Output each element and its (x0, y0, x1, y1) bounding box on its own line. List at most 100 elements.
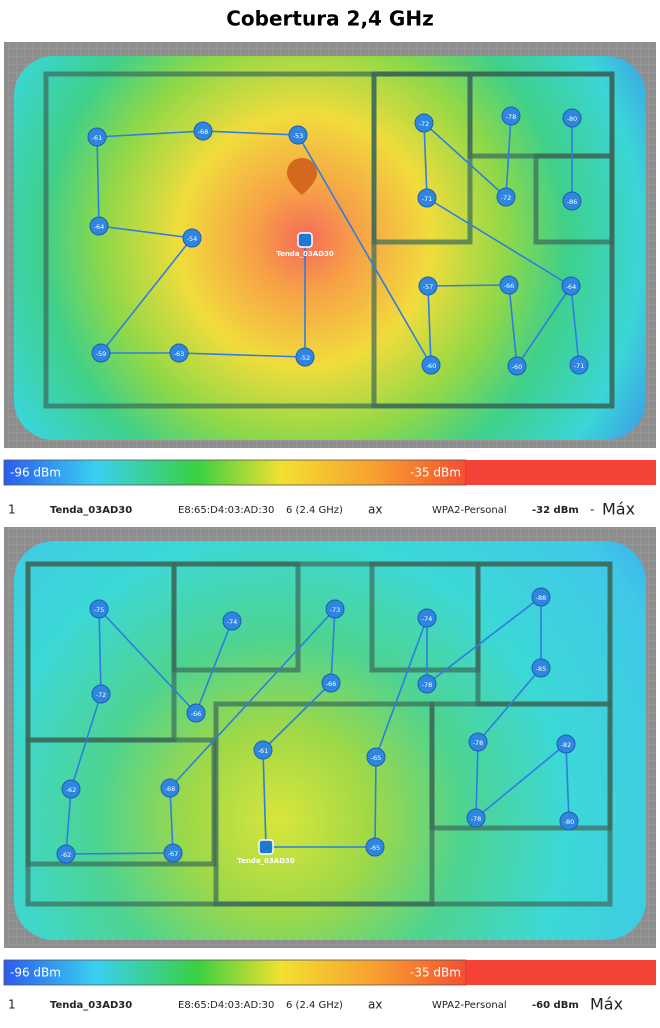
path-segment (98, 225, 193, 239)
info-channel: 6 (2.4 GHz) (286, 505, 343, 516)
colorbar-max-label: -35 dBm (410, 466, 461, 480)
path-segment (96, 130, 204, 138)
info-bssid: E8:65:D4:03:AD:30 (178, 1000, 274, 1011)
measurement-point (89, 599, 109, 619)
path-segment (96, 136, 100, 227)
measurement-point (87, 127, 107, 147)
measurement-point (421, 355, 441, 375)
router-label: Tenda_03AD30 (276, 250, 334, 258)
path-segment (100, 237, 193, 354)
path-segment (297, 134, 432, 366)
measurement-value: -60 (426, 362, 437, 370)
measurement-point (193, 121, 213, 141)
measurement-value: -75 (94, 606, 105, 614)
measurement-value: -74 (227, 618, 238, 626)
page-title: Cobertura 2,4 GHz (226, 7, 433, 31)
measurement-value: -65 (370, 844, 381, 852)
measurement-point (531, 587, 551, 607)
measurement-value: -71 (574, 362, 585, 370)
path-segment (477, 667, 542, 743)
info-channel: 6 (2.4 GHz) (286, 1000, 343, 1011)
path-segment (427, 284, 510, 287)
path-segment (427, 285, 432, 366)
colorbar-max-label: -35 dBm (410, 966, 461, 980)
info-mode: Máx (590, 995, 623, 1014)
path-segment (570, 285, 580, 366)
measurement-value: -78 (473, 739, 484, 747)
location-pin (287, 158, 317, 195)
measurement-value: -72 (96, 691, 107, 699)
measurement-point (56, 844, 76, 864)
measurement-value: -66 (326, 680, 337, 688)
measurement-point (496, 187, 516, 207)
path-segment (169, 608, 336, 789)
measurement-value: -63 (174, 350, 185, 358)
measurement-value: -65 (371, 754, 382, 762)
path-segment (505, 115, 512, 198)
measurement-value: -71 (422, 195, 433, 203)
coverage-heatmap (14, 56, 646, 440)
measurement-point (562, 191, 582, 211)
info-ssid: Tenda_03AD30 (50, 505, 132, 516)
measurement-point (325, 599, 345, 619)
path-segment (375, 617, 428, 758)
path-segment (508, 284, 518, 367)
measurement-point (160, 778, 180, 798)
path-segment (65, 788, 72, 855)
measurement-point (561, 276, 581, 296)
measurement-point (417, 608, 437, 628)
measurement-value: -52 (300, 354, 311, 362)
measurement-value: -60 (512, 363, 523, 371)
colorbar-gradient (3, 459, 467, 486)
path-segment (475, 741, 479, 819)
measurement-point (501, 106, 521, 126)
measurement-point (182, 228, 202, 248)
measurement-point (417, 674, 437, 694)
measurement-point (366, 747, 386, 767)
measurement-value: -53 (293, 132, 304, 140)
colorbar-max (466, 960, 656, 985)
measurement-point (91, 343, 111, 363)
router-label: Tenda_03AD30 (237, 857, 295, 865)
measurement-point (569, 355, 589, 375)
path-segment (423, 122, 428, 199)
measurement-value: -62 (66, 786, 77, 794)
measurement-value: -78 (506, 113, 517, 121)
measurement-value: -78 (422, 681, 433, 689)
measurement-point (365, 837, 385, 857)
info-security: WPA2-Personal (432, 1000, 507, 1011)
path-segment (70, 693, 102, 790)
info-standard: ax (368, 503, 382, 517)
measurement-value: -57 (423, 283, 434, 291)
measurement-point (418, 276, 438, 296)
colorbar-min-label: -96 dBm (10, 466, 61, 480)
measurement-point (89, 216, 109, 236)
measurement-point (531, 658, 551, 678)
colorbar-min-label: -96 dBm (10, 966, 61, 980)
measurement-value: -74 (422, 615, 433, 623)
colorbar-gradient (3, 959, 467, 986)
info-signal: -60 dBm (532, 1000, 579, 1011)
path-segment (202, 130, 299, 136)
measurement-value: -80 (567, 115, 578, 123)
measurement-value: -72 (501, 194, 512, 202)
measurement-point (414, 113, 434, 133)
measurement-value: -68 (198, 128, 209, 136)
measurement-point (559, 811, 579, 831)
measurement-value: -85 (536, 665, 547, 673)
path-segment (98, 608, 197, 714)
measurement-point (169, 343, 189, 363)
measurement-value: -67 (168, 850, 179, 858)
measurement-point (507, 356, 527, 376)
measurement-point (295, 347, 315, 367)
info-security: WPA2-Personal (432, 505, 507, 516)
measurement-point (499, 275, 519, 295)
info-index: 1 (8, 503, 16, 517)
path-segment (516, 285, 572, 367)
measurement-value: -68 (165, 785, 176, 793)
path-segment (169, 787, 174, 854)
measurement-value: -61 (92, 134, 103, 142)
measurement-point (222, 611, 242, 631)
